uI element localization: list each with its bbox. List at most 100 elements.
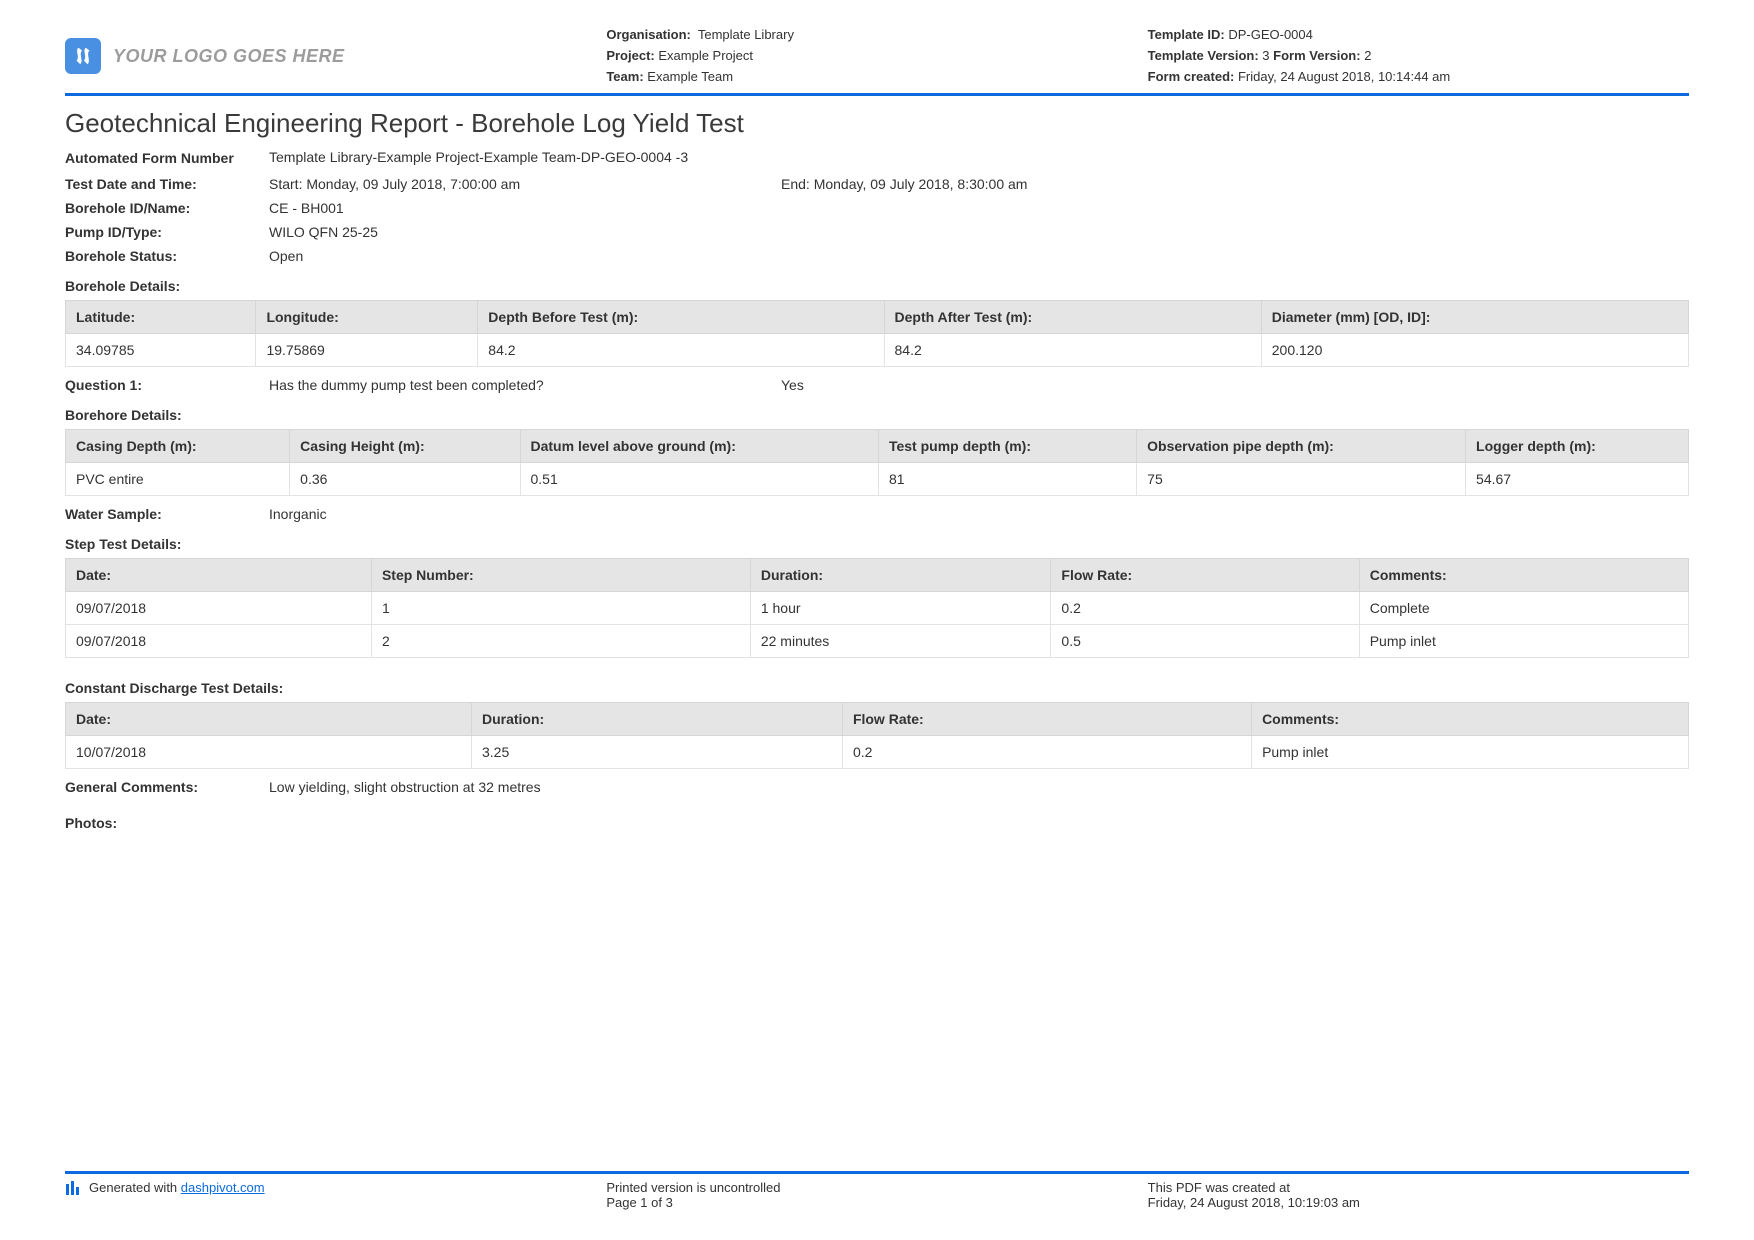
team-label: Team: bbox=[606, 69, 643, 84]
team-value: Example Team bbox=[647, 69, 733, 84]
header-meta-left: Organisation: Template Library Project: … bbox=[606, 25, 1147, 87]
table-cell: 81 bbox=[878, 462, 1136, 495]
table-cell: 0.2 bbox=[1051, 591, 1359, 624]
table-header: Flow Rate: bbox=[1051, 558, 1359, 591]
page-title: Geotechnical Engineering Report - Boreho… bbox=[65, 108, 1689, 139]
table-header: Step Number: bbox=[371, 558, 750, 591]
template-id-label: Template ID: bbox=[1148, 27, 1225, 42]
table-header: Duration: bbox=[750, 558, 1051, 591]
table-cell: 10/07/2018 bbox=[66, 735, 472, 768]
table-cell: 09/07/2018 bbox=[66, 624, 372, 657]
dashpivot-icon bbox=[65, 1180, 81, 1196]
table-row: 34.0978519.7586984.284.2200.120 bbox=[66, 333, 1689, 366]
borehore-details-title: Borehore Details: bbox=[65, 407, 1689, 423]
table-cell: 09/07/2018 bbox=[66, 591, 372, 624]
table-cell: 2 bbox=[371, 624, 750, 657]
step-test-table: Date:Step Number:Duration:Flow Rate:Comm… bbox=[65, 558, 1689, 658]
dashpivot-link[interactable]: dashpivot.com bbox=[181, 1180, 265, 1195]
table-cell: 0.36 bbox=[290, 462, 520, 495]
test-date-label: Test Date and Time: bbox=[65, 176, 269, 192]
table-header: Casing Height (m): bbox=[290, 429, 520, 462]
status-value: Open bbox=[269, 248, 1689, 264]
form-number-value: Template Library-Example Project-Example… bbox=[269, 149, 1689, 167]
table-cell: Pump inlet bbox=[1359, 624, 1688, 657]
table-cell: 22 minutes bbox=[750, 624, 1051, 657]
document-footer: Generated with dashpivot.com Printed ver… bbox=[65, 1171, 1689, 1210]
template-version-value: 3 bbox=[1262, 48, 1269, 63]
org-value: Template Library bbox=[698, 27, 794, 42]
test-end: End: Monday, 09 July 2018, 8:30:00 am bbox=[781, 176, 1027, 192]
constant-discharge-table: Date:Duration:Flow Rate:Comments: 10/07/… bbox=[65, 702, 1689, 769]
table-header: Datum level above ground (m): bbox=[520, 429, 878, 462]
table-cell: Complete bbox=[1359, 591, 1688, 624]
general-comments-label: General Comments: bbox=[65, 779, 269, 795]
table-cell: 200.120 bbox=[1261, 333, 1688, 366]
table-cell: 0.51 bbox=[520, 462, 878, 495]
form-version-label: Form Version: bbox=[1273, 48, 1360, 63]
table-header: Comments: bbox=[1359, 558, 1688, 591]
borehole-id-value: CE - BH001 bbox=[269, 200, 1689, 216]
template-id-value: DP-GEO-0004 bbox=[1228, 27, 1313, 42]
created-at-label: This PDF was created at bbox=[1148, 1180, 1689, 1195]
table-cell: 1 bbox=[371, 591, 750, 624]
table-cell: PVC entire bbox=[66, 462, 290, 495]
table-cell: 0.2 bbox=[842, 735, 1251, 768]
water-sample-value: Inorganic bbox=[269, 506, 1689, 522]
table-header: Comments: bbox=[1252, 702, 1689, 735]
table-cell: 34.09785 bbox=[66, 333, 256, 366]
table-cell: 54.67 bbox=[1466, 462, 1689, 495]
generated-prefix: Generated with bbox=[89, 1180, 181, 1195]
table-cell: 3.25 bbox=[471, 735, 842, 768]
table-cell: 0.5 bbox=[1051, 624, 1359, 657]
org-label: Organisation: bbox=[606, 27, 691, 42]
table-cell: 84.2 bbox=[884, 333, 1261, 366]
table-row: 09/07/2018222 minutes0.5Pump inlet bbox=[66, 624, 1689, 657]
pump-label: Pump ID/Type: bbox=[65, 224, 269, 240]
table-header: Latitude: bbox=[66, 300, 256, 333]
table-cell: 75 bbox=[1137, 462, 1466, 495]
table-header: Depth Before Test (m): bbox=[478, 300, 884, 333]
project-value: Example Project bbox=[658, 48, 753, 63]
project-label: Project: bbox=[606, 48, 654, 63]
step-test-title: Step Test Details: bbox=[65, 536, 1689, 552]
test-start: Start: Monday, 09 July 2018, 7:00:00 am bbox=[269, 176, 781, 192]
borehole-details-title: Borehole Details: bbox=[65, 278, 1689, 294]
table-header: Date: bbox=[66, 558, 372, 591]
table-header: Casing Depth (m): bbox=[66, 429, 290, 462]
form-number-label: Automated Form Number bbox=[65, 149, 269, 167]
template-version-label: Template Version: bbox=[1148, 48, 1259, 63]
constant-discharge-title: Constant Discharge Test Details: bbox=[65, 680, 1689, 696]
table-header: Test pump depth (m): bbox=[878, 429, 1136, 462]
table-cell: 19.75869 bbox=[256, 333, 478, 366]
printed-note: Printed version is uncontrolled bbox=[606, 1180, 1147, 1195]
pump-value: WILO QFN 25-25 bbox=[269, 224, 1689, 240]
form-created-label: Form created: bbox=[1148, 69, 1235, 84]
table-header: Longitude: bbox=[256, 300, 478, 333]
borehore-details-table: Casing Depth (m):Casing Height (m):Datum… bbox=[65, 429, 1689, 496]
logo-icon bbox=[65, 38, 101, 74]
table-cell: 84.2 bbox=[478, 333, 884, 366]
form-version-value: 2 bbox=[1364, 48, 1371, 63]
status-label: Borehole Status: bbox=[65, 248, 269, 264]
form-created-value: Friday, 24 August 2018, 10:14:44 am bbox=[1238, 69, 1450, 84]
table-row: 10/07/20183.250.2Pump inlet bbox=[66, 735, 1689, 768]
water-sample-label: Water Sample: bbox=[65, 506, 269, 522]
page-number: Page 1 of 3 bbox=[606, 1195, 1147, 1210]
table-header: Depth After Test (m): bbox=[884, 300, 1261, 333]
photos-label: Photos: bbox=[65, 815, 1689, 831]
table-header: Observation pipe depth (m): bbox=[1137, 429, 1466, 462]
borehole-details-table: Latitude:Longitude:Depth Before Test (m)… bbox=[65, 300, 1689, 367]
table-cell: 1 hour bbox=[750, 591, 1051, 624]
general-comments-value: Low yielding, slight obstruction at 32 m… bbox=[269, 779, 1689, 795]
table-header: Flow Rate: bbox=[842, 702, 1251, 735]
table-row: 09/07/201811 hour0.2Complete bbox=[66, 591, 1689, 624]
logo-placeholder-text: YOUR LOGO GOES HERE bbox=[113, 46, 345, 67]
table-row: PVC entire0.360.51817554.67 bbox=[66, 462, 1689, 495]
table-cell: Pump inlet bbox=[1252, 735, 1689, 768]
table-header: Date: bbox=[66, 702, 472, 735]
question1-answer: Yes bbox=[781, 377, 804, 393]
table-header: Diameter (mm) [OD, ID]: bbox=[1261, 300, 1688, 333]
table-header: Logger depth (m): bbox=[1466, 429, 1689, 462]
document-header: YOUR LOGO GOES HERE Organisation: Templa… bbox=[65, 25, 1689, 96]
borehole-id-label: Borehole ID/Name: bbox=[65, 200, 269, 216]
